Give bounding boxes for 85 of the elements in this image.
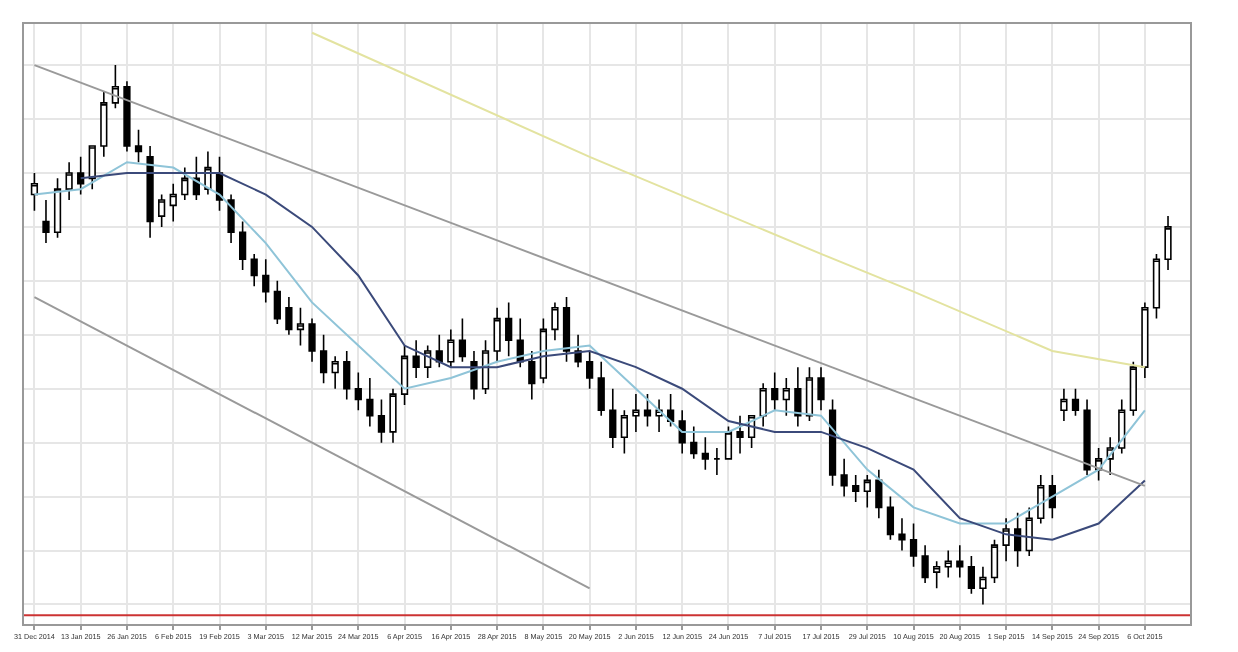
candlestick	[458, 317, 467, 363]
candlestick	[146, 145, 154, 239]
candlestick	[1002, 517, 1010, 563]
candlestick	[1118, 398, 1126, 455]
candlestick	[979, 565, 987, 606]
candlestick	[400, 344, 409, 406]
candlestick	[840, 458, 848, 498]
candlestick	[898, 517, 906, 552]
candlestick	[389, 387, 397, 444]
candlestick	[1129, 360, 1137, 417]
candlestick	[690, 425, 698, 460]
candlestick	[586, 350, 594, 390]
candlestick	[597, 360, 605, 417]
candlestick	[100, 91, 108, 158]
candlestick	[1014, 511, 1022, 568]
candlestick	[1083, 398, 1091, 476]
candlestick	[377, 398, 386, 444]
candlestick	[158, 193, 166, 228]
candlestick	[701, 436, 709, 471]
candlestick	[366, 377, 374, 428]
candlestick	[944, 549, 952, 579]
candlestick	[412, 339, 420, 379]
candlestick	[620, 409, 628, 455]
candlestick	[551, 301, 559, 341]
candlestick	[123, 80, 131, 153]
candlestick	[805, 366, 814, 422]
candlestick	[852, 474, 860, 503]
candlestick	[678, 409, 686, 455]
candlestick	[343, 350, 351, 401]
candlestick	[169, 182, 177, 223]
candlestick	[643, 393, 652, 428]
candlestick	[435, 333, 443, 368]
candlestick	[227, 193, 235, 244]
candlestick	[886, 495, 895, 541]
candlestick	[863, 474, 871, 509]
candlestick	[956, 544, 964, 579]
candlestick	[53, 177, 62, 239]
candlestick	[296, 307, 305, 347]
candlestick	[77, 156, 85, 196]
candlestick	[921, 544, 929, 584]
candlestick	[30, 172, 39, 212]
candlestick	[771, 371, 779, 412]
candlestick	[273, 280, 281, 325]
candlestick	[609, 387, 617, 449]
candlestick	[1152, 253, 1161, 320]
candlestick	[319, 333, 328, 385]
candlestick	[505, 301, 513, 358]
candlestick	[262, 258, 270, 304]
candlestick	[331, 355, 339, 390]
candlestick	[42, 199, 50, 244]
candlestick	[933, 560, 941, 590]
candlestick	[655, 398, 663, 433]
candlestick	[308, 317, 316, 363]
candlestick	[354, 371, 362, 412]
candlestick	[794, 366, 802, 428]
candlestick	[481, 339, 490, 395]
candlestick	[1037, 474, 1045, 525]
candlestick	[782, 377, 790, 417]
candlestick	[759, 382, 767, 428]
candlestick	[134, 129, 143, 163]
candlestick	[817, 366, 825, 412]
candlestick	[424, 344, 432, 379]
candlestick	[239, 220, 247, 271]
candlestick	[1025, 506, 1033, 557]
candlestick	[447, 328, 455, 368]
candlestick	[967, 555, 975, 595]
candlestick	[724, 425, 733, 460]
candlestick	[990, 538, 999, 584]
candlestick	[493, 307, 501, 363]
candlestick	[250, 253, 258, 288]
candlestick	[88, 145, 96, 190]
candlestick	[632, 393, 640, 433]
candlestick	[285, 296, 293, 336]
candlestick	[736, 414, 744, 455]
candlestick	[713, 447, 721, 476]
candlestick	[1071, 387, 1080, 417]
candlestick	[1060, 387, 1068, 422]
candlestick	[65, 161, 73, 201]
candlestick	[1164, 215, 1172, 271]
candlestick	[181, 166, 189, 201]
candlestick	[1141, 301, 1149, 379]
candlestick	[562, 296, 571, 363]
candlestick	[875, 468, 883, 519]
candlestick	[528, 350, 536, 401]
candlestick	[909, 522, 918, 568]
